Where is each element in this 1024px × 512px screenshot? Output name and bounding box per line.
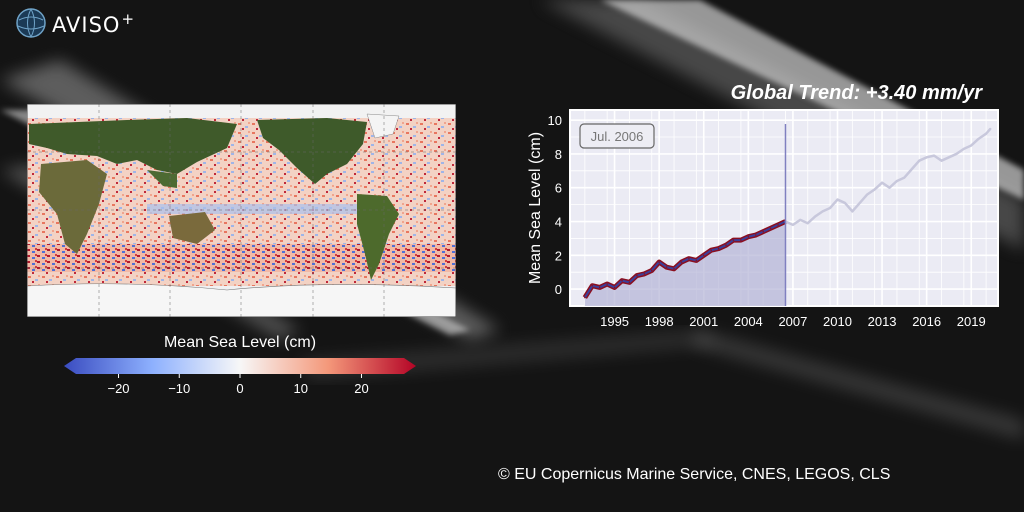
colorbar-tick-label: 20	[354, 381, 368, 396]
data-point	[948, 156, 950, 159]
data-point	[606, 283, 608, 285]
colorbar-title: Mean Sea Level (cm)	[163, 334, 317, 351]
data-point	[636, 274, 638, 277]
sea-level-map	[27, 104, 456, 317]
data-point	[702, 254, 705, 257]
series-line-trend	[584, 220, 786, 299]
australia-shape	[169, 212, 215, 244]
data-point	[903, 176, 906, 179]
data-point	[658, 261, 660, 263]
colorbar-tick-label: 10	[294, 381, 308, 396]
x-tick-label: 2016	[912, 314, 941, 329]
data-point	[955, 153, 958, 155]
data-point	[613, 286, 616, 289]
data-point	[754, 234, 757, 236]
data-point	[680, 261, 683, 263]
data-point	[970, 144, 973, 147]
data-point	[762, 230, 764, 233]
data-point	[769, 227, 772, 230]
y-tick-label: 4	[555, 215, 562, 230]
data-point	[873, 188, 876, 191]
data-point	[665, 266, 668, 268]
global-trend-label: Global Trend: +3.40 mm/yr	[730, 82, 982, 104]
data-point	[621, 279, 623, 282]
date-label-box	[579, 123, 655, 149]
colorbar-tick-label: −10	[168, 381, 190, 396]
data-point	[806, 222, 809, 225]
data-point	[881, 181, 883, 184]
data-point	[673, 268, 675, 270]
eurasia-shape	[29, 118, 237, 174]
data-point	[584, 296, 586, 299]
data-point	[732, 239, 735, 241]
y-tick-label: 10	[548, 113, 562, 128]
data-point	[977, 137, 980, 140]
data-point	[695, 259, 698, 262]
data-point	[918, 159, 921, 162]
data-point	[844, 202, 846, 204]
north-america-shape	[257, 118, 367, 184]
africa-shape	[39, 160, 107, 254]
data-point	[821, 210, 824, 213]
colorbar-tick-label: 0	[236, 381, 243, 396]
x-tick-label: 2004	[734, 314, 763, 329]
data-point	[866, 193, 869, 196]
x-tick-label: 1998	[645, 314, 674, 329]
logo-text: AVISO+	[52, 9, 136, 37]
data-point	[650, 269, 653, 272]
y-tick-label: 0	[555, 282, 562, 297]
data-point	[717, 247, 720, 250]
colorbar-tick-label: −20	[107, 381, 129, 396]
x-tick-label: 2001	[689, 314, 718, 329]
data-point	[814, 215, 817, 218]
data-point	[963, 148, 965, 150]
data-point	[896, 180, 898, 182]
data-point	[777, 224, 779, 226]
y-tick-label: 8	[555, 147, 562, 162]
south-america-shape	[357, 194, 399, 280]
data-point	[985, 132, 987, 135]
data-point	[933, 154, 935, 157]
data-point	[591, 284, 594, 287]
x-tick-label: 2019	[957, 314, 986, 329]
data-point	[688, 257, 690, 260]
date-label: Jul. 2006	[591, 129, 644, 144]
data-point	[598, 286, 601, 289]
data-point	[858, 202, 861, 204]
data-point	[836, 198, 839, 201]
data-point	[747, 235, 750, 238]
data-point	[740, 239, 742, 241]
y-tick-label: 2	[555, 248, 562, 263]
x-tick-label: 2007	[778, 314, 807, 329]
colorbar: −20 −10 0 10 20	[64, 358, 416, 396]
globe-icon	[16, 8, 46, 38]
data-point	[925, 156, 928, 159]
data-point	[710, 249, 712, 252]
data-point	[725, 244, 727, 246]
data-point	[829, 207, 831, 209]
y-tick-label: 6	[555, 181, 562, 196]
data-point	[628, 281, 631, 284]
data-point	[940, 159, 943, 162]
y-axis-label: Mean Sea Level (cm)	[527, 132, 544, 284]
x-tick-label: 1995	[600, 314, 629, 329]
data-point	[851, 210, 854, 213]
data-point	[643, 273, 646, 275]
data-point	[888, 186, 891, 189]
sea-level-timeseries: 0 2 4 6 8 10 1995 1998 2001 2004 2007 2010 2013 2016 2…	[527, 109, 999, 329]
copyright-credit: © EU Copernicus Marine Service, CNES, LE…	[498, 466, 891, 483]
x-tick-label: 2010	[823, 314, 852, 329]
series-fill-area	[584, 221, 786, 306]
data-point	[911, 168, 913, 170]
data-point	[989, 127, 992, 130]
data-point	[799, 219, 802, 221]
x-tick-label: 2013	[868, 314, 897, 329]
data-point	[792, 224, 794, 226]
aviso-logo: AVISO+	[14, 6, 135, 40]
